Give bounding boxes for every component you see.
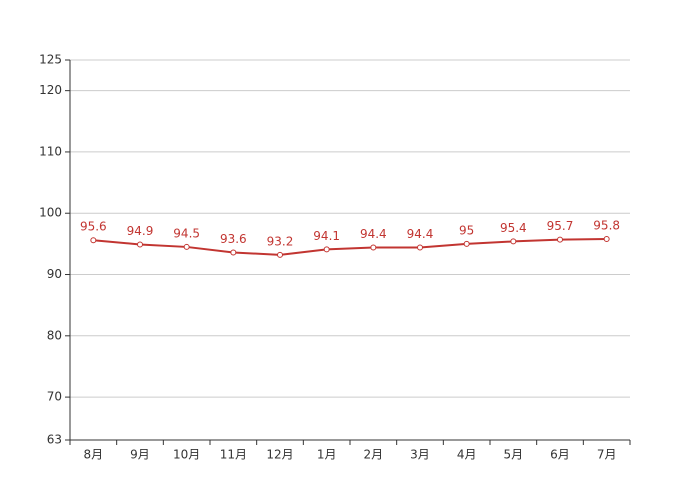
- point: [277, 251, 283, 258]
- y-tick-label: 110: [39, 144, 62, 158]
- y-tick-label: 100: [39, 206, 62, 220]
- data-label: 94.4: [360, 227, 387, 241]
- point: [230, 249, 237, 256]
- point: [463, 240, 470, 247]
- data-label: 94.4: [407, 227, 434, 241]
- y-tick-label: 125: [39, 53, 62, 67]
- data-label: 93.2: [267, 234, 294, 248]
- point: [90, 237, 97, 244]
- x-tick-label: 5月: [504, 448, 524, 462]
- x-tick-label: 1月: [317, 448, 337, 462]
- data-label: 93.6: [220, 232, 247, 246]
- data-label: 95.6: [80, 220, 107, 234]
- x-tick-label: 2月: [364, 448, 384, 462]
- x-tick-label: 3月: [410, 448, 430, 462]
- data-label: 95.8: [593, 218, 620, 232]
- point: [183, 243, 190, 250]
- y-tick-label: 90: [47, 267, 62, 281]
- data-label: 94.9: [127, 224, 154, 238]
- x-tick-label: 4月: [457, 448, 477, 462]
- x-tick-label: 10月: [173, 448, 200, 462]
- x-tick-label: 8月: [84, 448, 104, 462]
- data-label: 95.7: [547, 219, 574, 233]
- y-tick-label: 120: [39, 83, 62, 97]
- data-label: 95: [459, 223, 474, 237]
- point: [323, 246, 330, 253]
- x-tick-label: 6月: [550, 448, 570, 462]
- y-tick-label: 63: [47, 433, 62, 447]
- point: [557, 236, 563, 243]
- point: [417, 244, 423, 251]
- y-tick-label: 80: [47, 328, 62, 342]
- point: [137, 241, 143, 248]
- point: [603, 235, 610, 242]
- point: [370, 244, 377, 251]
- data-label: 95.4: [500, 221, 527, 235]
- x-tick-label: 9月: [130, 448, 150, 462]
- x-tick-label: 12月: [266, 448, 293, 462]
- y-tick-label: 70: [47, 390, 62, 404]
- line: [93, 237, 607, 256]
- x-tick-label: 11月: [220, 448, 247, 462]
- point: [510, 238, 517, 245]
- x-tick-label: 7月: [597, 448, 617, 462]
- data-label: 94.1: [313, 229, 340, 243]
- data-label: 94.5: [173, 226, 200, 240]
